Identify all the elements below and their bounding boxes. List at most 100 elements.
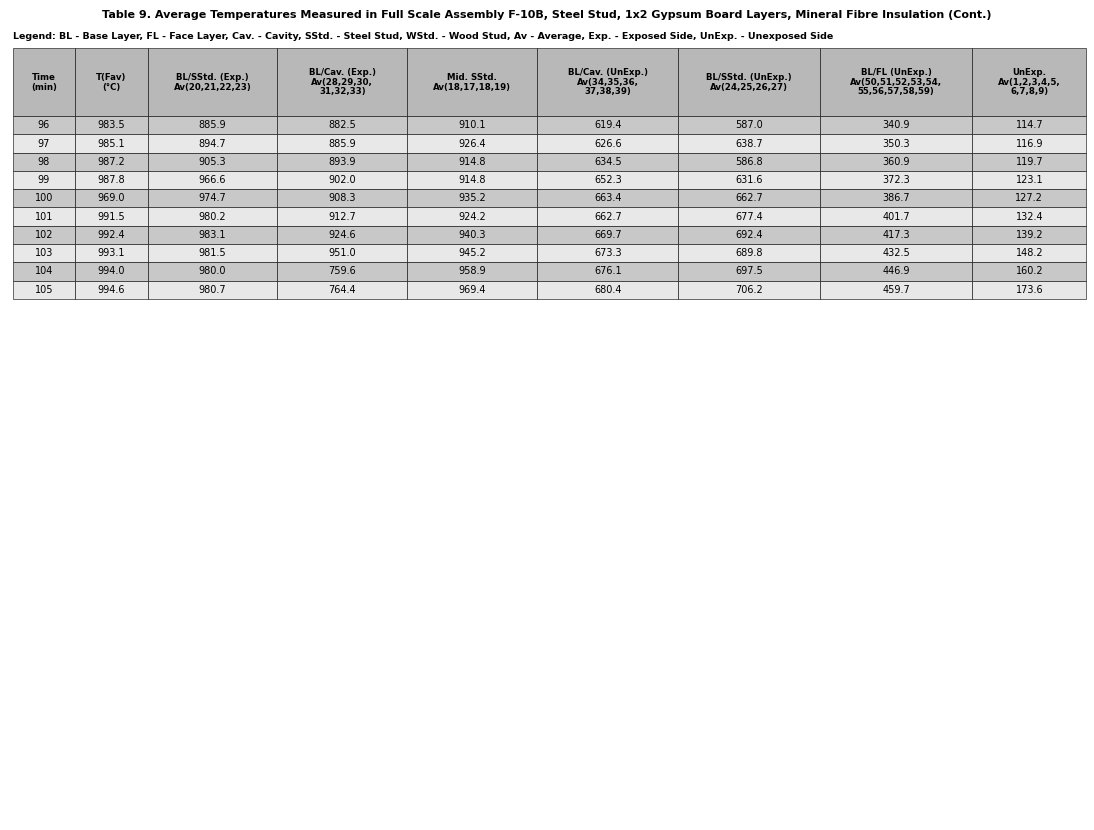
Text: 764.4: 764.4 [328, 285, 357, 295]
Text: 951.0: 951.0 [328, 248, 357, 258]
Text: 677.4: 677.4 [735, 212, 763, 222]
Text: 432.5: 432.5 [882, 248, 910, 258]
Text: 104: 104 [35, 266, 54, 276]
Text: 98: 98 [38, 157, 50, 167]
Text: 987.8: 987.8 [97, 175, 125, 185]
Text: 586.8: 586.8 [735, 157, 763, 167]
Text: BL/Cav. (Exp.)
Av(28,29,30,
31,32,33): BL/Cav. (Exp.) Av(28,29,30, 31,32,33) [309, 68, 376, 96]
Text: 673.3: 673.3 [594, 248, 621, 258]
Text: 132.4: 132.4 [1015, 212, 1044, 222]
Text: 160.2: 160.2 [1015, 266, 1044, 276]
Text: 116.9: 116.9 [1015, 139, 1043, 149]
Text: 706.2: 706.2 [735, 285, 763, 295]
Text: 894.7: 894.7 [199, 139, 226, 149]
Text: 969.0: 969.0 [97, 193, 125, 203]
Text: 924.6: 924.6 [328, 230, 357, 240]
Text: 173.6: 173.6 [1015, 285, 1044, 295]
Text: 652.3: 652.3 [594, 175, 621, 185]
Text: 99: 99 [38, 175, 50, 185]
Text: 914.8: 914.8 [458, 175, 486, 185]
Text: BL/SStd. (Exp.)
Av(20,21,22,23): BL/SStd. (Exp.) Av(20,21,22,23) [174, 73, 252, 91]
Text: 985.1: 985.1 [97, 139, 125, 149]
Text: 103: 103 [35, 248, 54, 258]
Text: 105: 105 [35, 285, 54, 295]
Text: 689.8: 689.8 [735, 248, 763, 258]
Text: 386.7: 386.7 [882, 193, 910, 203]
Text: 885.9: 885.9 [328, 139, 357, 149]
Text: 980.7: 980.7 [199, 285, 226, 295]
Text: 417.3: 417.3 [882, 230, 910, 240]
Text: 893.9: 893.9 [328, 157, 357, 167]
Text: 148.2: 148.2 [1015, 248, 1044, 258]
Text: 634.5: 634.5 [594, 157, 621, 167]
Text: T(Fav)
(°C): T(Fav) (°C) [96, 73, 126, 91]
Text: 680.4: 680.4 [594, 285, 621, 295]
Text: Table 9. Average Temperatures Measured in Full Scale Assembly F-10B, Steel Stud,: Table 9. Average Temperatures Measured i… [102, 10, 992, 20]
Text: 626.6: 626.6 [594, 139, 621, 149]
Text: 983.1: 983.1 [199, 230, 226, 240]
Text: 759.6: 759.6 [328, 266, 357, 276]
Text: 692.4: 692.4 [735, 230, 763, 240]
Text: 912.7: 912.7 [328, 212, 357, 222]
Text: 994.6: 994.6 [97, 285, 125, 295]
Text: Time
(min): Time (min) [31, 73, 57, 91]
Text: 119.7: 119.7 [1015, 157, 1044, 167]
Text: 993.1: 993.1 [97, 248, 125, 258]
Text: 882.5: 882.5 [328, 120, 357, 130]
Text: 992.4: 992.4 [97, 230, 125, 240]
Text: 980.0: 980.0 [199, 266, 226, 276]
Text: 981.5: 981.5 [199, 248, 226, 258]
Text: 669.7: 669.7 [594, 230, 621, 240]
Text: 123.1: 123.1 [1015, 175, 1044, 185]
Text: 663.4: 663.4 [594, 193, 621, 203]
Text: 676.1: 676.1 [594, 266, 621, 276]
Text: UnExp.
Av(1,2,3,4,5,
6,7,8,9): UnExp. Av(1,2,3,4,5, 6,7,8,9) [998, 68, 1061, 96]
Text: BL/Cav. (UnExp.)
Av(34,35,36,
37,38,39): BL/Cav. (UnExp.) Av(34,35,36, 37,38,39) [568, 68, 648, 96]
Text: 372.3: 372.3 [882, 175, 910, 185]
Text: 101: 101 [35, 212, 54, 222]
Text: 139.2: 139.2 [1015, 230, 1044, 240]
Text: 980.2: 980.2 [199, 212, 226, 222]
Text: 587.0: 587.0 [735, 120, 763, 130]
Text: 340.9: 340.9 [883, 120, 910, 130]
Text: 401.7: 401.7 [882, 212, 910, 222]
Text: 885.9: 885.9 [199, 120, 226, 130]
Text: 958.9: 958.9 [458, 266, 486, 276]
Text: 974.7: 974.7 [199, 193, 226, 203]
Text: 459.7: 459.7 [882, 285, 910, 295]
Text: 935.2: 935.2 [458, 193, 486, 203]
Text: 662.7: 662.7 [735, 193, 763, 203]
Text: 966.6: 966.6 [199, 175, 226, 185]
Text: 114.7: 114.7 [1015, 120, 1044, 130]
Text: 905.3: 905.3 [199, 157, 226, 167]
Text: 127.2: 127.2 [1015, 193, 1044, 203]
Text: 991.5: 991.5 [97, 212, 125, 222]
Text: BL/SStd. (UnExp.)
Av(24,25,26,27): BL/SStd. (UnExp.) Av(24,25,26,27) [707, 73, 792, 91]
Text: 360.9: 360.9 [883, 157, 910, 167]
Text: Legend: BL - Base Layer, FL - Face Layer, Cav. - Cavity, SStd. - Steel Stud, WSt: Legend: BL - Base Layer, FL - Face Layer… [13, 32, 834, 41]
Text: 902.0: 902.0 [328, 175, 357, 185]
Text: 697.5: 697.5 [735, 266, 763, 276]
Text: 446.9: 446.9 [883, 266, 910, 276]
Text: 969.4: 969.4 [458, 285, 486, 295]
Text: 914.8: 914.8 [458, 157, 486, 167]
Text: 910.1: 910.1 [458, 120, 486, 130]
Text: 924.2: 924.2 [458, 212, 486, 222]
Text: 994.0: 994.0 [97, 266, 125, 276]
Text: 908.3: 908.3 [328, 193, 357, 203]
Text: 940.3: 940.3 [458, 230, 486, 240]
Text: 945.2: 945.2 [458, 248, 486, 258]
Text: 926.4: 926.4 [458, 139, 486, 149]
Text: 987.2: 987.2 [97, 157, 125, 167]
Text: 96: 96 [38, 120, 50, 130]
Text: 350.3: 350.3 [882, 139, 910, 149]
Text: BL/FL (UnExp.)
Av(50,51,52,53,54,
55,56,57,58,59): BL/FL (UnExp.) Av(50,51,52,53,54, 55,56,… [850, 68, 942, 96]
Text: Mid. SStd.
Av(18,17,18,19): Mid. SStd. Av(18,17,18,19) [433, 73, 511, 91]
Text: 97: 97 [37, 139, 50, 149]
Text: 983.5: 983.5 [97, 120, 125, 130]
Text: 631.6: 631.6 [735, 175, 763, 185]
Text: 619.4: 619.4 [594, 120, 621, 130]
Text: 662.7: 662.7 [594, 212, 621, 222]
Text: 102: 102 [35, 230, 54, 240]
Text: 100: 100 [35, 193, 54, 203]
